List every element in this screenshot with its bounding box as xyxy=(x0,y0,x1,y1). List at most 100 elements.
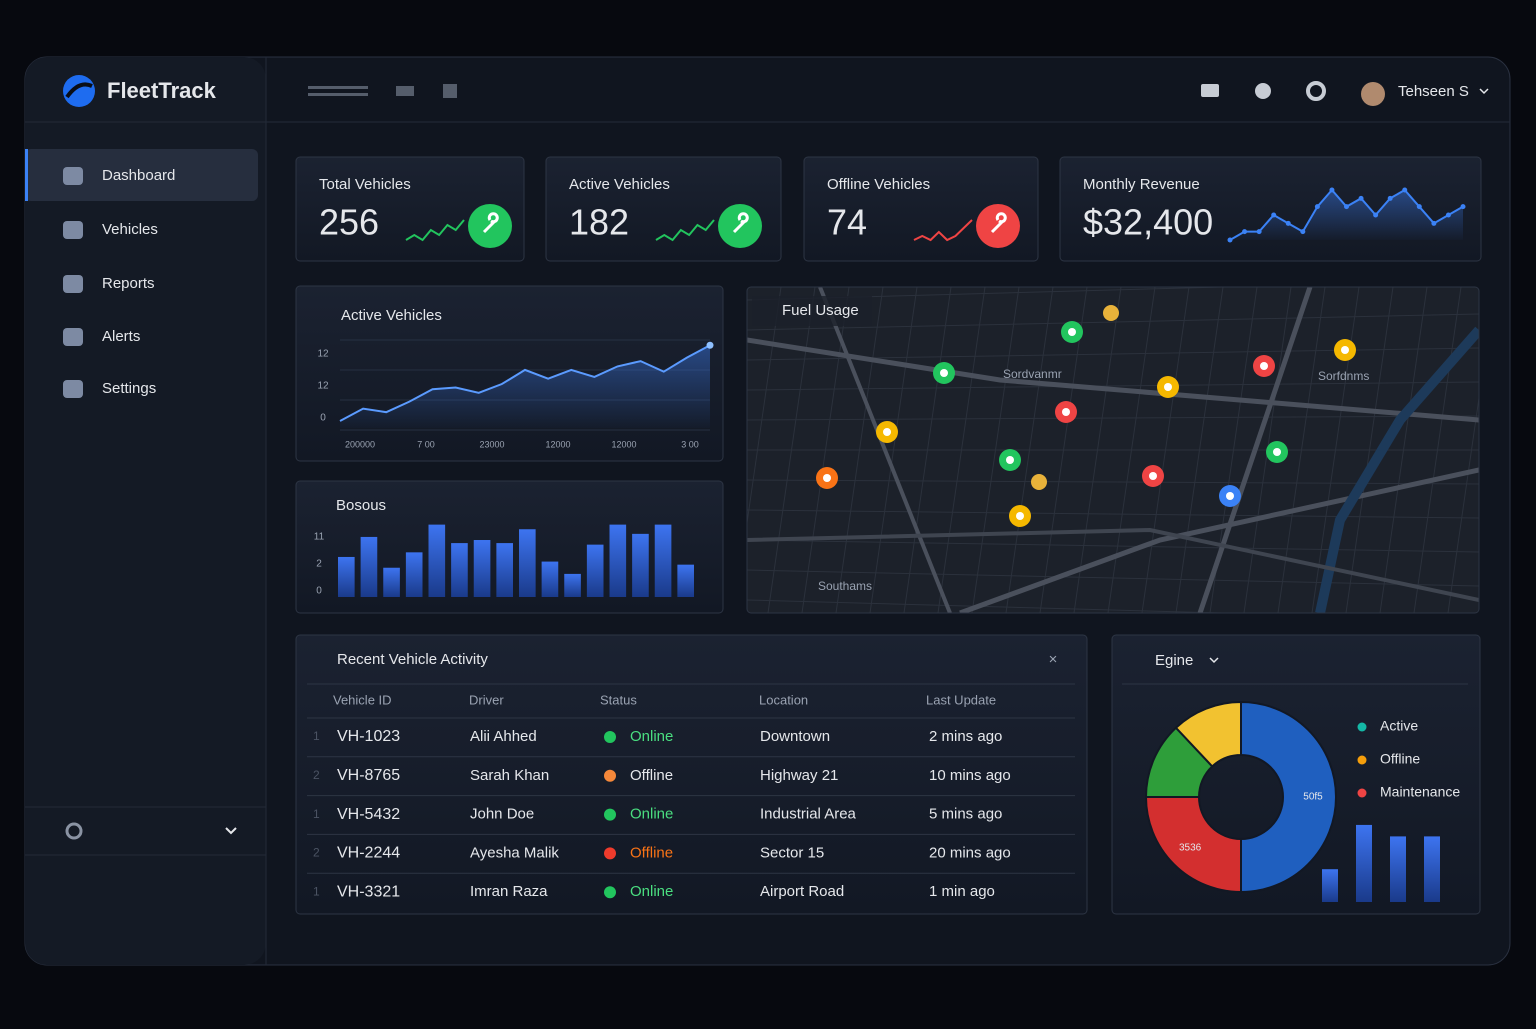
location: Downtown xyxy=(760,728,830,745)
notify-icon[interactable] xyxy=(1255,83,1271,99)
donut-segment xyxy=(1174,700,1242,768)
x-tick-label: 3 00 xyxy=(681,439,699,449)
map-marker-dot xyxy=(1226,492,1234,500)
kpi-label: Monthly Revenue xyxy=(1083,176,1200,193)
bar xyxy=(496,543,513,597)
vehicle-id[interactable]: VH-3321 xyxy=(337,883,400,900)
sparkline-point xyxy=(1300,229,1306,235)
legend-swatch xyxy=(1357,722,1367,732)
map-marker-dot xyxy=(1016,512,1024,520)
bar xyxy=(654,524,672,597)
sparkline-point xyxy=(1431,220,1437,226)
chevron[interactable] xyxy=(1209,657,1219,664)
vehicle-id[interactable]: VH-1023 xyxy=(337,728,400,745)
map-road xyxy=(959,467,1479,613)
location: Highway 21 xyxy=(760,767,838,784)
bar xyxy=(473,540,491,597)
x-tick-label: 23000 xyxy=(479,439,504,449)
bar xyxy=(1390,836,1406,902)
kpi-badge-icon xyxy=(990,212,1007,234)
donut-label: 50f5 xyxy=(1303,792,1323,803)
panel-title: Bosous xyxy=(336,497,386,514)
nav-icon[interactable] xyxy=(63,275,83,293)
nav-icon[interactable] xyxy=(63,167,83,185)
vehicle-id[interactable]: VH-2244 xyxy=(337,845,400,862)
column-header: Vehicle ID xyxy=(333,692,392,707)
nav-icon[interactable] xyxy=(63,380,83,398)
status-dot xyxy=(604,886,616,899)
panel xyxy=(295,634,1088,915)
y-tick-label: 12 xyxy=(317,349,329,360)
sparkline-point xyxy=(1256,229,1262,235)
sparkline-point xyxy=(1271,212,1277,218)
user-name[interactable]: Tehseen S xyxy=(1398,83,1469,100)
bar xyxy=(1424,836,1440,902)
y-tick-label: 11 xyxy=(314,532,325,543)
bar xyxy=(1322,869,1338,902)
nav-item[interactable]: Settings xyxy=(102,380,156,397)
last-update: 1 min ago xyxy=(929,883,995,900)
nav-item[interactable]: Reports xyxy=(102,275,155,292)
map-road xyxy=(1197,287,1313,613)
avatar[interactable] xyxy=(1361,82,1385,106)
map-marker-dot xyxy=(883,428,891,436)
sparkline xyxy=(405,219,465,242)
bar xyxy=(586,544,604,597)
sparkline xyxy=(913,219,973,242)
donut-label: 3536 xyxy=(1179,843,1202,854)
vehicle-id[interactable]: VH-8765 xyxy=(337,767,400,784)
sparkline-point xyxy=(1416,204,1422,210)
nav-icon[interactable] xyxy=(63,328,83,346)
chat-icon[interactable] xyxy=(1201,84,1219,97)
bar xyxy=(632,533,649,597)
close[interactable]: × xyxy=(1049,651,1058,668)
bar xyxy=(405,552,423,597)
map-marker-dot xyxy=(1273,448,1281,456)
kpi-label: Offline Vehicles xyxy=(827,176,930,193)
bar xyxy=(519,529,536,597)
column-header: Status xyxy=(600,692,637,707)
sparkline-point xyxy=(1445,212,1451,218)
map-label: Southams xyxy=(818,579,872,593)
vehicle-id[interactable]: VH-5432 xyxy=(337,806,400,823)
sparkline-point xyxy=(1344,204,1349,210)
map-street xyxy=(747,381,1479,391)
settings-icon[interactable] xyxy=(65,822,83,840)
nav-icon[interactable] xyxy=(63,221,83,239)
sparkline-point xyxy=(1329,187,1335,193)
status-dot xyxy=(604,808,616,821)
map-dot xyxy=(1103,305,1119,321)
map-label: Sorfdnms xyxy=(1318,369,1369,383)
nav-item[interactable]: Vehicles xyxy=(102,221,158,238)
toolbar-icon[interactable] xyxy=(308,86,368,89)
settings-icon[interactable] xyxy=(1306,81,1326,101)
toolbar-icon[interactable] xyxy=(443,84,457,98)
kpi-card xyxy=(295,156,525,262)
toolbar-icon[interactable] xyxy=(308,93,368,96)
logo-mark xyxy=(65,82,93,99)
nav-item[interactable]: Dashboard xyxy=(102,167,175,184)
map-label: Sordvanmr xyxy=(1003,367,1062,381)
bar xyxy=(564,573,581,597)
location: Airport Road xyxy=(760,883,844,900)
last-update: 2 mins ago xyxy=(929,728,1002,745)
kpi-value: 74 xyxy=(827,202,867,243)
column-header: Location xyxy=(759,692,808,707)
brand: FleetTrack xyxy=(107,78,217,103)
last-update: 10 mins ago xyxy=(929,767,1011,784)
bar xyxy=(338,556,355,597)
status-dot xyxy=(604,731,616,743)
line xyxy=(339,344,711,422)
map-title-bg xyxy=(752,296,872,326)
chevron[interactable] xyxy=(225,827,237,835)
chevron[interactable] xyxy=(1479,88,1489,95)
bar xyxy=(677,564,694,597)
driver: Alii Ahhed xyxy=(470,728,537,745)
map-street xyxy=(747,539,1479,553)
toolbar-icon[interactable] xyxy=(396,86,414,96)
map-marker-dot xyxy=(1006,456,1014,464)
nav-item[interactable]: Alerts xyxy=(102,328,140,345)
y-tick-label: 12 xyxy=(317,381,329,392)
last-update: 5 mins ago xyxy=(929,806,1002,823)
